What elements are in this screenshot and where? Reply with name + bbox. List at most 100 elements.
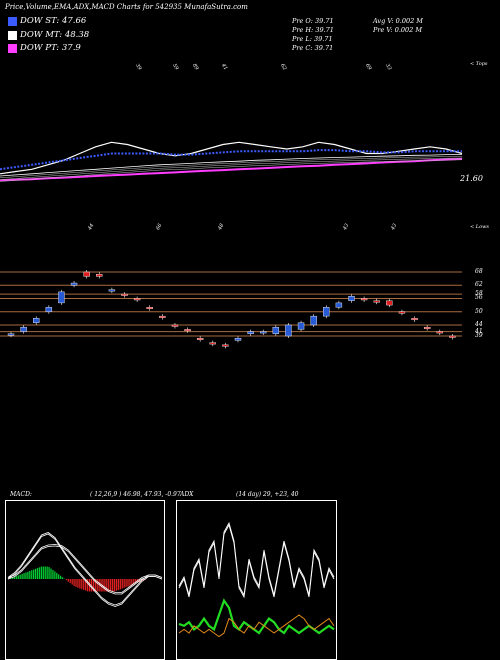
candle — [108, 289, 116, 292]
macd-histogram-bar — [31, 570, 33, 579]
candle — [411, 318, 418, 321]
candle — [45, 307, 53, 312]
macd-line-2 — [7, 532, 163, 606]
macd-histogram-bar — [23, 573, 25, 579]
ema-tops-label: < Tops — [470, 61, 488, 67]
adx-label: ADX — [180, 491, 194, 498]
macd-line-1 — [7, 544, 163, 593]
adx-panel — [176, 500, 337, 660]
macd-histogram-bar — [42, 566, 44, 579]
macd-histogram-bar — [104, 579, 106, 592]
candle — [360, 298, 368, 301]
macd-histogram-bar — [73, 579, 75, 586]
macd-histogram-bar — [108, 579, 110, 592]
ema-series-3 — [0, 154, 463, 177]
candle — [222, 344, 229, 347]
macd-histogram-bar — [33, 569, 35, 579]
candle — [335, 302, 343, 308]
macd-histogram-bar — [21, 573, 23, 579]
legend-swatch-pt — [8, 44, 17, 53]
macd-histogram-bar — [113, 579, 116, 592]
macd-histogram-bar — [117, 579, 120, 591]
candle — [70, 282, 78, 286]
candle — [171, 324, 179, 327]
level-label: 62 — [475, 281, 483, 289]
macd-histogram-bar — [142, 579, 145, 581]
macd-histogram-bar — [135, 579, 137, 584]
macd-histogram-bar — [71, 579, 73, 585]
stat-avg-volume: Avg V: 0.002 M — [373, 17, 423, 25]
adx-series-1 — [178, 523, 335, 599]
candle — [159, 315, 166, 318]
legend-dow-st: DOW ST: 47.66 — [20, 16, 87, 26]
macd-histogram-bar — [96, 579, 98, 592]
macd-histogram-bar — [94, 579, 96, 592]
candle — [184, 329, 191, 332]
macd-histogram-bar — [98, 579, 100, 592]
macd-label: MACD: — [10, 491, 32, 498]
candle — [83, 271, 90, 277]
level-label: 39 — [475, 332, 483, 339]
legend-dow-mt: DOW MT: 48.38 — [20, 30, 90, 40]
candle — [96, 274, 103, 277]
macd-histogram-bar — [46, 566, 48, 579]
level-label: 58 — [475, 290, 483, 298]
ema-chart — [0, 141, 463, 182]
macd-histogram-bar — [102, 579, 104, 592]
macd-values: ( 12,26,9 ) 46.98, 47.93, -0.97 — [90, 491, 181, 498]
macd-histogram-bar — [111, 579, 114, 592]
legend-swatch-st — [8, 17, 17, 26]
macd-histogram-bar — [44, 566, 46, 579]
macd-histogram-bar — [11, 577, 14, 579]
macd-histogram-bar — [52, 569, 54, 579]
macd-histogram-bar — [119, 579, 121, 590]
candle — [423, 326, 431, 329]
candle-lows-label: < Lows — [470, 224, 489, 230]
macd-histogram-bar — [85, 579, 87, 591]
ema-band-2 — [0, 157, 463, 180]
macd-histogram-bar — [61, 577, 64, 579]
macd-histogram-bar — [58, 574, 60, 579]
macd-histogram-bar — [9, 578, 12, 579]
candle — [449, 335, 456, 338]
macd-histogram-bar — [77, 579, 79, 588]
macd-histogram-bar — [34, 568, 37, 579]
macd-histogram-bar — [83, 579, 85, 590]
candle — [133, 298, 141, 301]
macd-histogram-bar — [90, 579, 93, 592]
legend-dow-pt: DOW PT: 37.9 — [20, 43, 81, 53]
candle — [7, 333, 15, 336]
candle — [196, 338, 204, 340]
macd-histogram-bar — [36, 568, 39, 579]
macd-histogram-bar — [81, 579, 83, 590]
ema-band-3 — [0, 159, 463, 182]
macd-histogram-bar — [50, 568, 52, 579]
level-label: 68 — [475, 268, 483, 275]
macd-histogram-bar — [17, 575, 19, 579]
macd-histogram-bar — [19, 574, 21, 579]
macd-histogram-bar — [129, 579, 131, 586]
candle — [297, 322, 305, 330]
adx-series-3 — [178, 614, 335, 638]
ema-series-2 — [0, 149, 462, 171]
adx-series-2 — [178, 598, 335, 635]
stat-pre-high: Pre H: 39.71 — [292, 26, 334, 34]
candle — [310, 315, 317, 326]
macd-histogram-bar — [54, 571, 56, 579]
stat-pre-open: Pre O: 39.71 — [292, 17, 334, 25]
macd-histogram-bar — [13, 576, 16, 579]
macd-histogram-bar — [106, 579, 108, 592]
macd-histogram-bar — [123, 579, 125, 588]
macd-histogram-bar — [40, 566, 43, 579]
candle — [20, 326, 27, 332]
macd-histogram-bar — [92, 579, 94, 592]
ema-band-1 — [0, 155, 463, 179]
stat-pre-volume: Pre V: 0.002 M — [373, 26, 423, 34]
level-label: 41 — [475, 327, 483, 335]
candle — [398, 311, 406, 314]
candle — [260, 331, 267, 334]
ema-series-4 — [0, 157, 463, 182]
macd-histogram-bar — [48, 567, 50, 579]
macd-line-2 — [7, 533, 163, 607]
legend-swatch-mt — [8, 31, 17, 40]
